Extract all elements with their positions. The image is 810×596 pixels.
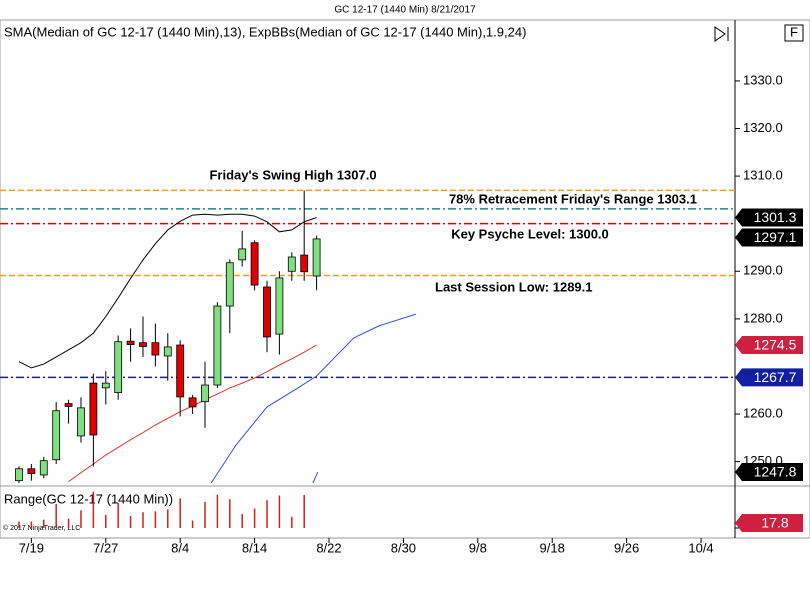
candle-body (64, 403, 73, 407)
price-marker: 1297.1 (735, 228, 803, 247)
x-tick-label: 7/27 (93, 540, 118, 555)
candle-body (188, 397, 197, 408)
candle-body (287, 256, 296, 272)
price-marker-box (735, 463, 803, 481)
candle-body (151, 342, 160, 356)
y-tick-label: 1290.0 (743, 263, 783, 278)
candle-body (101, 382, 110, 389)
level-label: Friday's Swing High 1307.0 (209, 167, 376, 182)
candle-body (39, 460, 48, 476)
price-marker: 1247.8 (735, 463, 803, 481)
price-marker-label: 17.8 (761, 515, 788, 531)
candle-body (176, 344, 185, 398)
x-tick-label: 10/4 (688, 540, 713, 555)
indicator-caption: SMA(Median of GC 12-17 (1440 Min),13), E… (4, 24, 526, 39)
indicator-line (18, 213, 317, 369)
candle-body (238, 248, 247, 261)
price-marker-label: 1297.1 (754, 229, 797, 245)
indicator-line (312, 471, 319, 484)
price-marker-box (735, 514, 803, 532)
level-label: Key Psyche Level: 1300.0 (451, 226, 609, 241)
x-tick-label: 9/8 (469, 540, 487, 555)
svg-text:F: F (790, 24, 798, 39)
price-marker-label: 1267.7 (754, 369, 797, 385)
x-tick-label: 8/14 (242, 540, 267, 555)
price-marker-box (735, 336, 803, 355)
level-label: Last Session Low: 1289.1 (435, 279, 593, 294)
chart-title: GC 12-17 (1440 Min) 8/21/2017 (334, 5, 476, 16)
price-marker-box (735, 208, 803, 227)
x-tick-label: 8/22 (316, 540, 341, 555)
price-marker: 1274.5 (735, 336, 803, 355)
candle-body (263, 286, 271, 338)
level-label: 78% Retracement Friday's Range 1303.1 (449, 191, 697, 206)
candle-body (77, 407, 85, 437)
range-panel (0, 485, 810, 539)
price-marker: 17.8 (735, 514, 803, 532)
candle-body (300, 254, 309, 273)
candle-body (201, 384, 209, 403)
x-tick-label: 7/19 (19, 540, 44, 555)
candle-body (250, 242, 259, 286)
candle-body (52, 410, 61, 461)
x-tick-label: 8/4 (171, 540, 189, 555)
candle-body (15, 468, 23, 482)
price-marker-box (735, 368, 803, 387)
price-marker-box (735, 228, 803, 247)
price-marker-label: 1274.5 (754, 337, 797, 353)
indicator-line (210, 313, 416, 484)
x-tick-label: 9/18 (540, 540, 565, 555)
candle-body (213, 305, 222, 386)
candle-body (312, 238, 321, 277)
x-tick-label: 9/26 (614, 540, 639, 555)
candle-body (275, 277, 284, 335)
play-icon[interactable] (714, 26, 729, 42)
y-tick-label: 1320.0 (743, 120, 783, 135)
price-marker-label: 1247.8 (754, 464, 797, 480)
candle-body (126, 340, 135, 345)
candle-body (89, 382, 98, 436)
y-tick-label: 1260.0 (743, 405, 783, 420)
f-button[interactable]: F (784, 24, 804, 42)
price-marker: 1301.3 (735, 208, 803, 227)
range-title: Range(GC 12-17 (1440 Min)) (4, 491, 173, 506)
candle-body (27, 468, 36, 474)
candle-body (139, 342, 147, 347)
y-tick-label: 1280.0 (743, 310, 783, 325)
y-tick-label: 1310.0 (743, 168, 783, 183)
y-tick-label: 1330.0 (743, 72, 783, 87)
candle-body (225, 262, 234, 307)
candle-body (114, 341, 123, 394)
price-marker-label: 1301.3 (754, 209, 797, 225)
copyright: © 2017 NinjaTrader, LLC (3, 524, 80, 532)
x-tick-label: 8/30 (391, 540, 416, 555)
candle-body (163, 346, 172, 357)
price-marker: 1267.7 (735, 368, 803, 387)
